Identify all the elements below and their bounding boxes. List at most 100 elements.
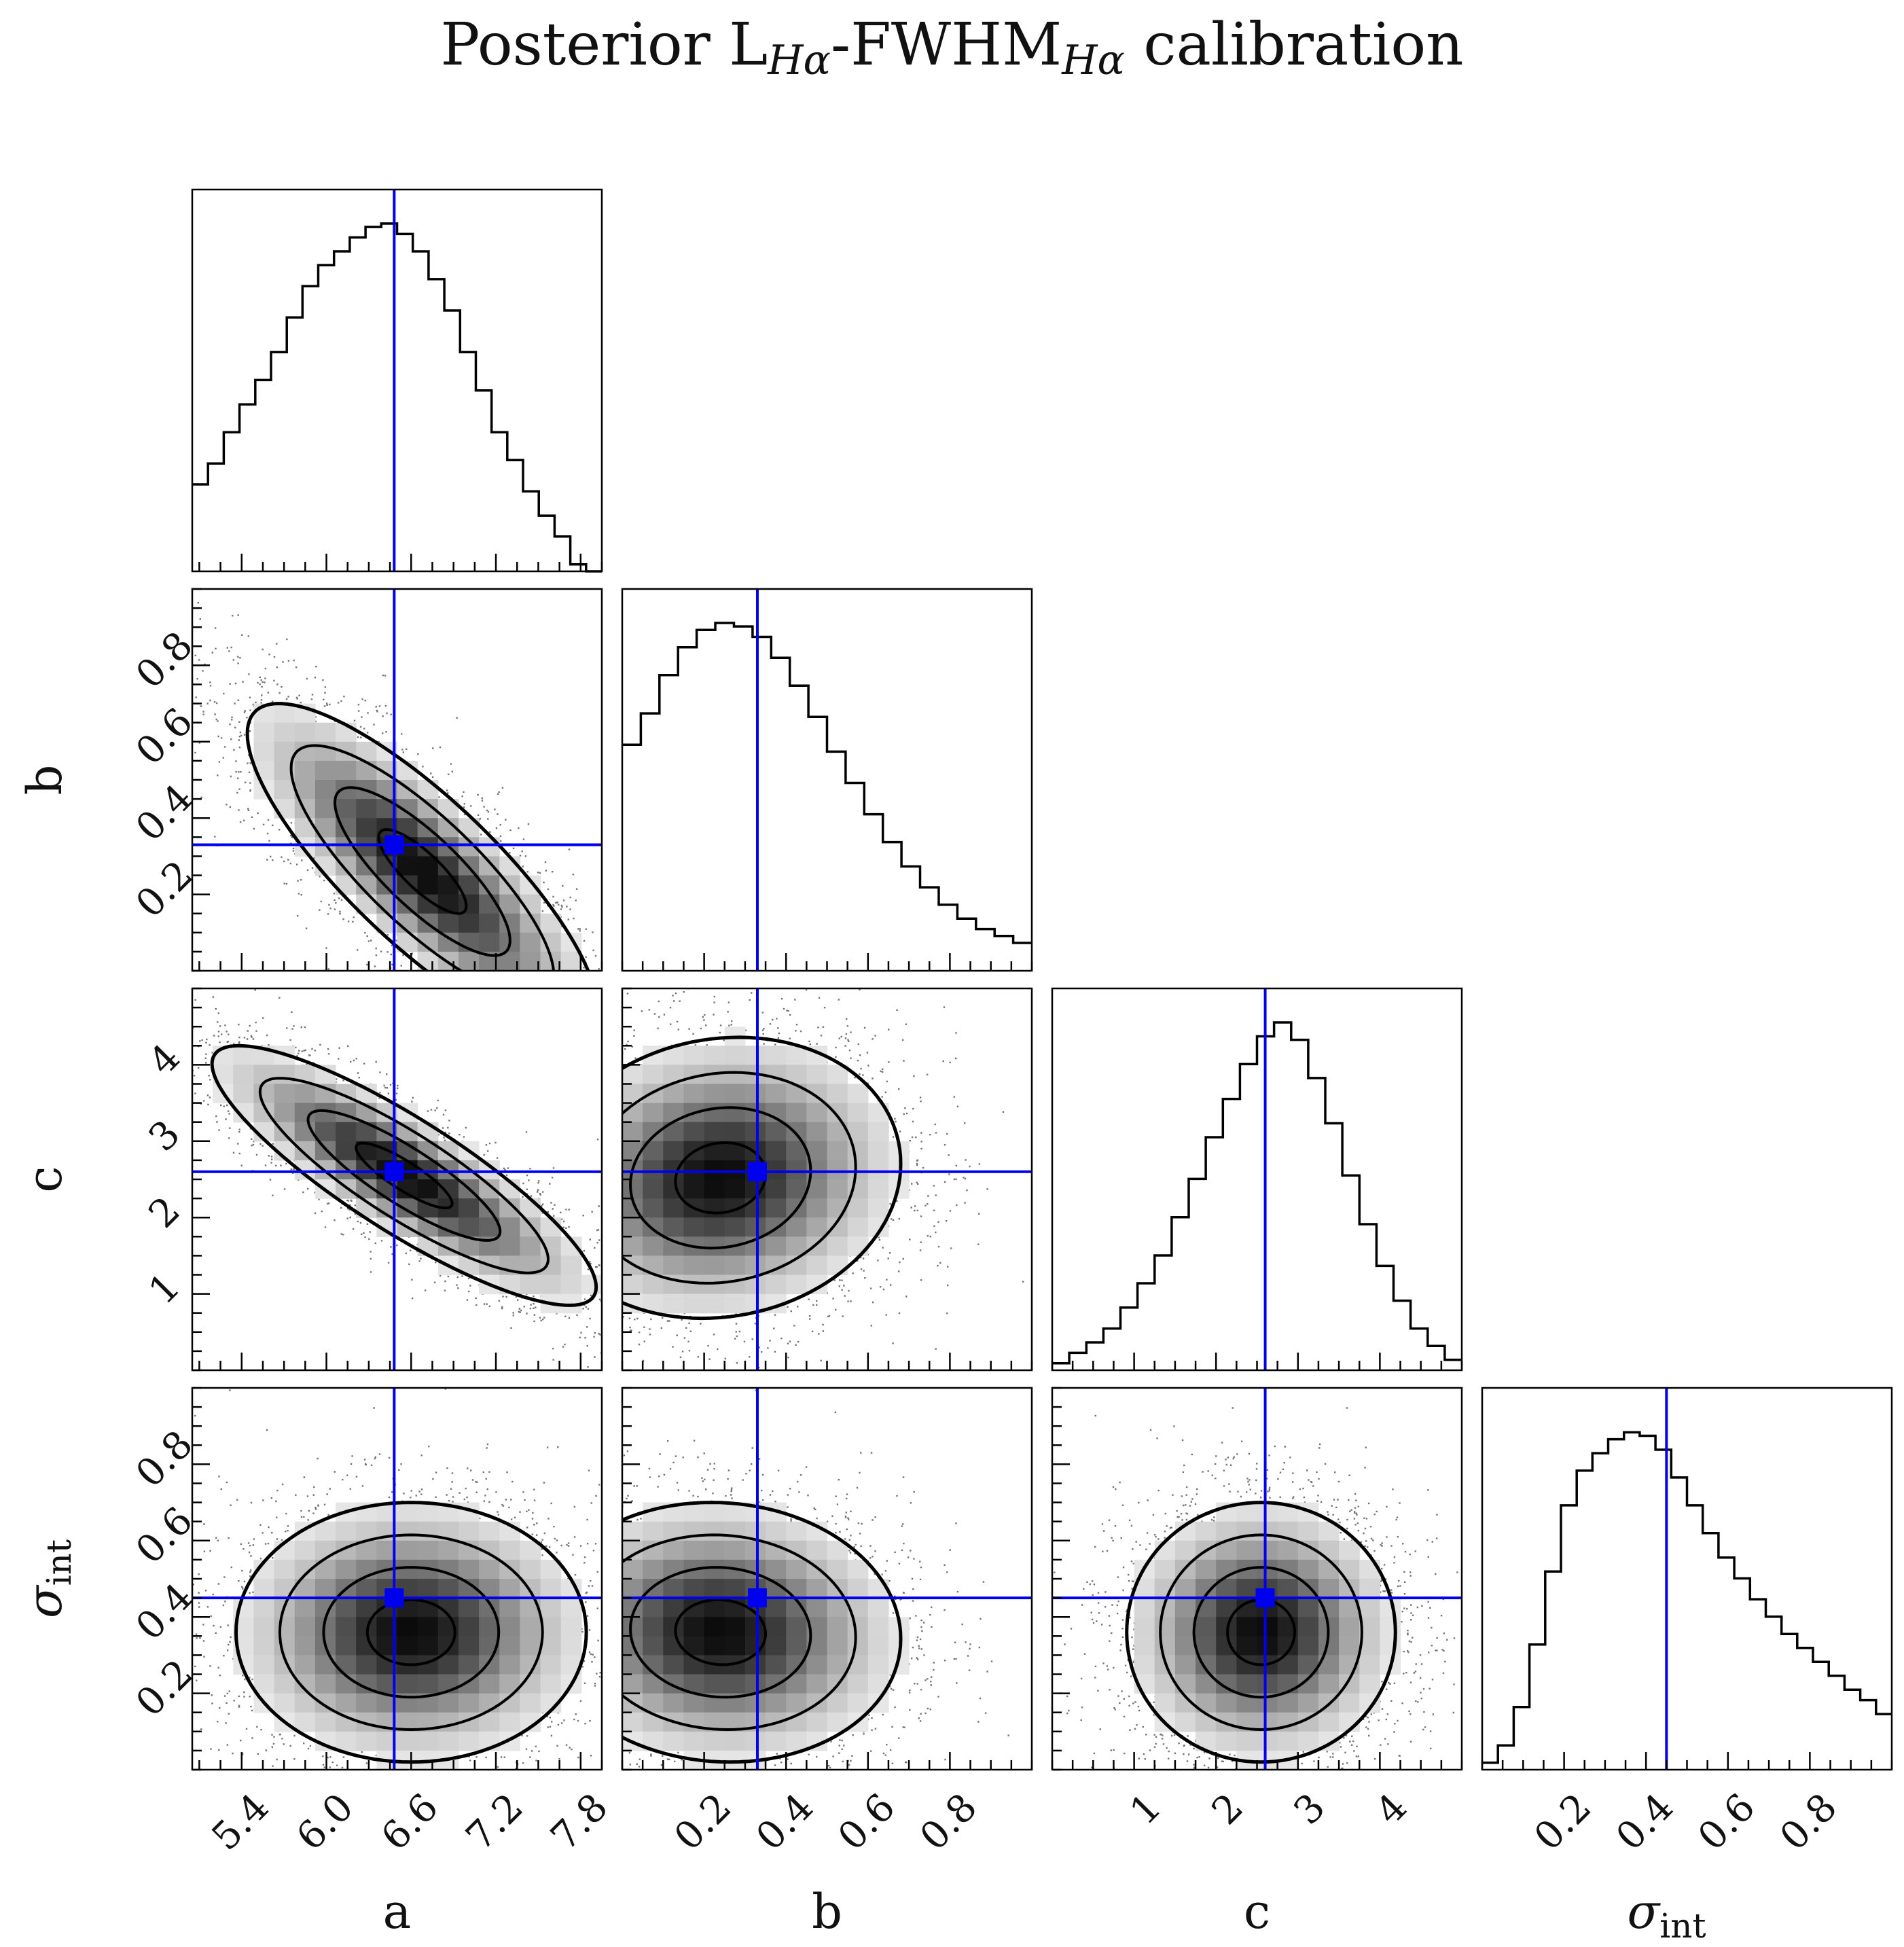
density-cell [253,1674,275,1694]
density-cell [683,1084,705,1104]
y-tick-label-sigma_int: 0.2 [128,1651,202,1726]
density-cell [356,1636,377,1656]
density-cell [766,1636,787,1656]
density-cell [1318,1598,1340,1618]
density-cell [724,1674,746,1694]
density-cell [253,1084,275,1104]
density-cell [1257,1521,1278,1541]
density-cell [827,1636,848,1656]
panel-frame [1481,1387,1893,1771]
density-cell [437,1579,459,1598]
density-cell [1339,1579,1360,1598]
density-cell [356,1693,377,1713]
density-cell [315,780,336,800]
density-cell [663,1293,685,1314]
density-cell [417,1636,439,1656]
truth-marker [384,835,404,855]
density-cell [1196,1636,1217,1656]
density-cell [336,1141,357,1161]
density-cell [336,1122,357,1142]
y-tick-label-sigma_int: 0.8 [128,1423,202,1497]
density-cell [458,1636,480,1656]
density-cell [437,1636,459,1656]
density-cell [499,1655,520,1675]
density-cell [540,1636,562,1656]
density-cell [1134,1598,1155,1618]
density-cell [499,1636,520,1656]
density-cell [294,1141,316,1161]
density-cell [1359,1598,1380,1618]
density-cell [315,799,336,819]
density-cell [417,1179,439,1199]
density-cell [704,1617,725,1637]
density-cell [336,1617,357,1637]
density-cell [560,1598,582,1618]
density-cell [827,1255,848,1276]
density-cell [1236,1731,1258,1751]
x-tick-label-c: 2 [1204,1785,1252,1834]
density-cell [1318,1712,1340,1732]
density-cell [704,1217,725,1237]
density-cell [1236,1674,1258,1694]
density-cell [336,760,357,781]
density-cell [683,1579,705,1598]
density-cell [1359,1655,1380,1675]
density-cell [1257,1731,1278,1751]
density-cell [847,1636,869,1656]
density-cell [683,1217,705,1237]
density-cell [1277,1731,1299,1751]
density-cell [479,913,500,933]
density-cell [233,1046,255,1065]
density-cell [827,1236,848,1256]
density-cell [704,1084,725,1104]
density-cell [683,1274,705,1295]
density-cell [663,1141,685,1161]
contour-level-4 [1125,1501,1397,1764]
density-cell [315,1521,336,1541]
density-cell [397,894,418,914]
y-tick-label-c: 2 [141,1188,189,1236]
density-cell [397,1731,418,1751]
density-cell [622,1122,643,1142]
title-subscript-1: Hα [768,37,831,84]
density-cell [663,1236,685,1256]
density-cell [766,1122,787,1142]
density-cell [479,1521,500,1541]
x-tick-label-c: 3 [1285,1785,1333,1834]
density-cell [253,1636,275,1656]
density-cell [294,1712,316,1732]
density-cell [1236,1617,1258,1637]
density-cell [520,1274,541,1295]
density-cell [336,1598,357,1618]
density-cell [786,1579,807,1598]
density-cell [724,1540,746,1560]
density-cell [499,1540,520,1560]
histogram-c [1052,1021,1462,1365]
density-cell [274,780,295,800]
density-cell [315,1579,336,1598]
density-cell [336,1693,357,1713]
y-tick-label-sigma_int: 0.4 [128,1575,202,1649]
density-cell [683,1046,705,1065]
density-cell [766,1598,787,1618]
y-axis-label-b: b [17,765,73,796]
density-cell [356,1122,377,1142]
density-cell [827,1084,848,1104]
density-cell [499,1217,520,1237]
x-tick-label-sigma_int: 0.2 [1526,1785,1600,1859]
density-cell [1134,1617,1155,1637]
contour-level-1 [355,1141,454,1210]
density-cell [397,1559,418,1579]
title-middle: -FWHM [831,11,1062,79]
truth-marker [384,1588,404,1608]
density-cell [827,1160,848,1180]
density-cell [766,1046,787,1065]
density-cell [294,1636,316,1656]
density-cell [806,1540,828,1560]
density-cell [458,1217,480,1237]
density-cell [1277,1693,1299,1713]
density-cell [397,1521,418,1541]
density-cell [274,1693,295,1713]
density-cell [458,1521,480,1541]
density-cell [560,951,582,971]
